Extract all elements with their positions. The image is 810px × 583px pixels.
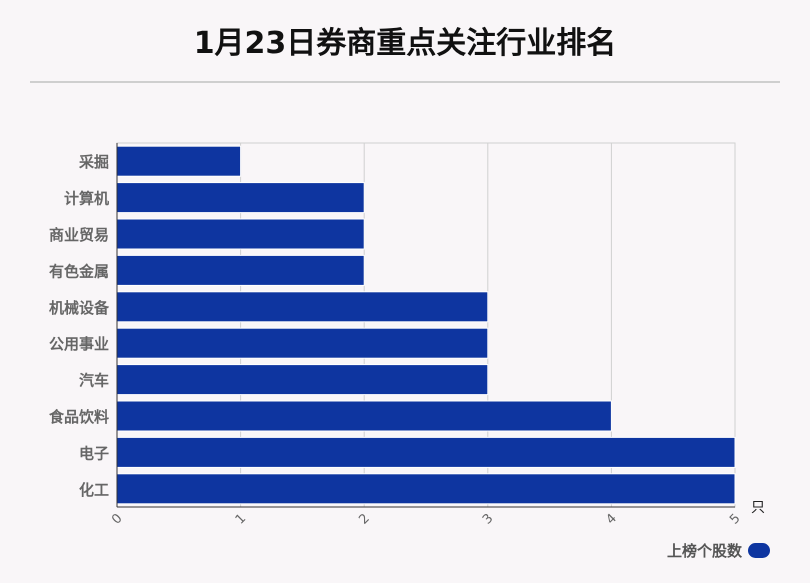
bar: [116, 254, 365, 286]
x-unit-label: 只: [751, 500, 765, 516]
category-label: 电子: [79, 444, 109, 462]
bar: [116, 400, 612, 432]
x-tick-label: 3: [480, 511, 496, 527]
x-tick-label: 5: [727, 511, 743, 527]
category-label: 计算机: [64, 190, 109, 208]
x-tick-label: 1: [233, 511, 249, 527]
bar: [116, 182, 365, 214]
bar: [116, 473, 736, 505]
category-label: 采掘: [78, 153, 109, 171]
bar: [116, 218, 365, 250]
title-divider: [30, 81, 780, 83]
category-label: 有色金属: [49, 262, 109, 280]
bar: [116, 327, 489, 359]
bar: [116, 364, 489, 396]
x-tick-label: 2: [356, 511, 372, 527]
x-tick-label: 0: [109, 511, 125, 527]
category-label: 化工: [79, 481, 109, 499]
category-label: 机械设备: [49, 299, 110, 317]
category-label: 汽车: [79, 372, 109, 390]
x-tick-label: 4: [604, 511, 620, 527]
category-label: 食品饮料: [49, 408, 109, 426]
bar: [116, 436, 736, 468]
bar: [116, 291, 489, 323]
legend-swatch: [748, 543, 770, 558]
category-label: 商业贸易: [49, 226, 109, 244]
legend[interactable]: 上榜个股数: [667, 540, 770, 561]
legend-label: 上榜个股数: [666, 542, 742, 560]
chart-title: 1月23日券商重点关注行业排名: [193, 26, 617, 61]
category-label: 公用事业: [49, 335, 109, 353]
bar: [116, 145, 242, 177]
